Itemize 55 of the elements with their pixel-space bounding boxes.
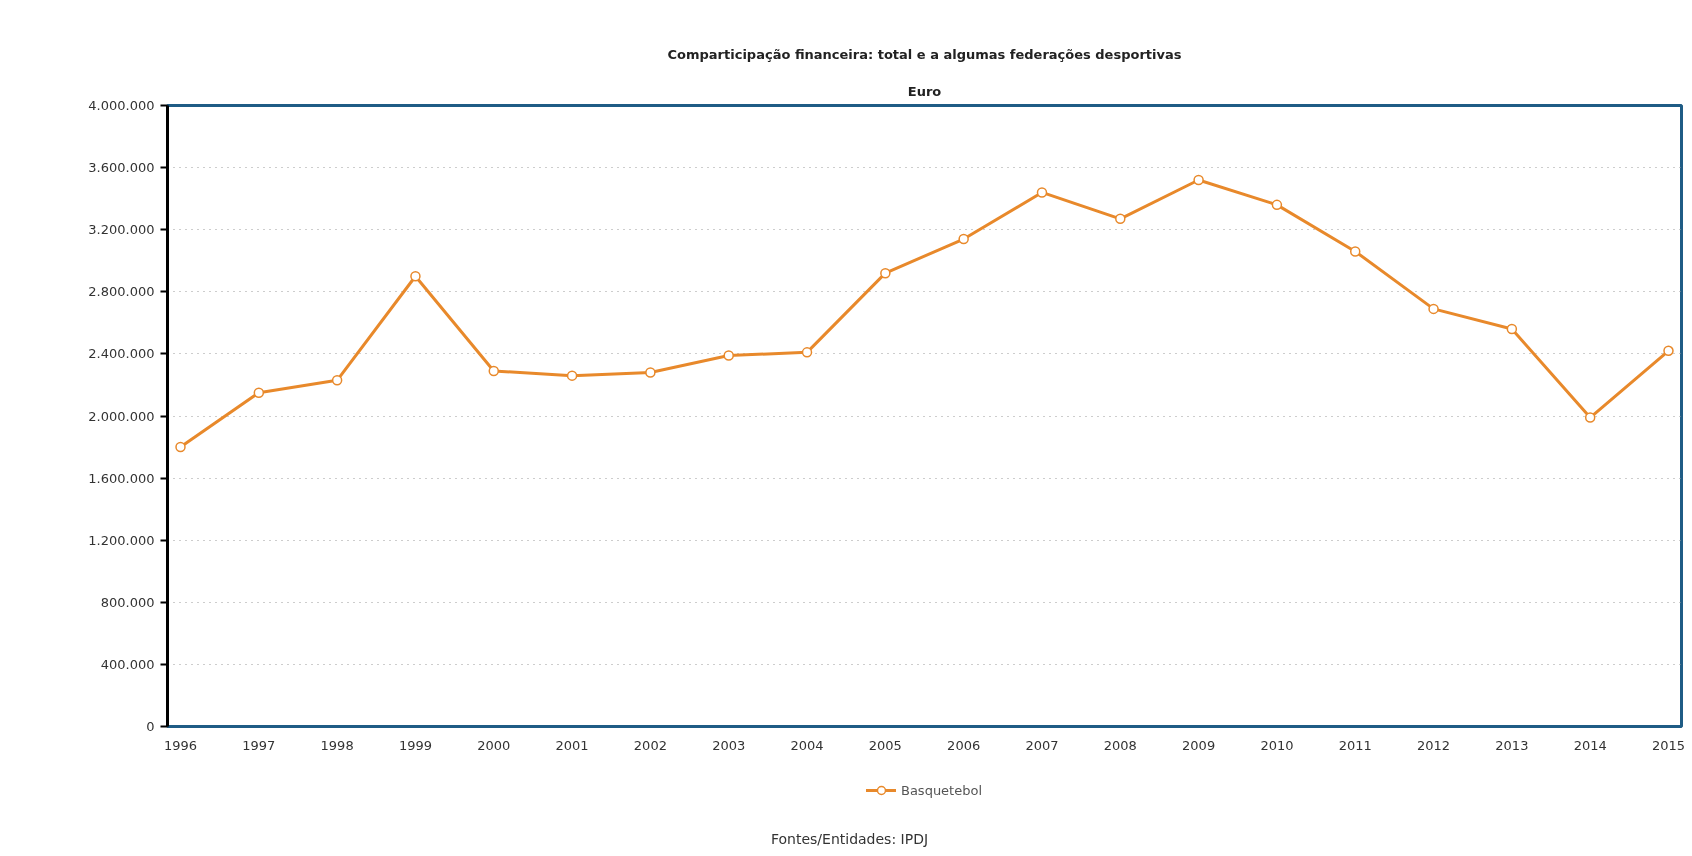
y-tick-label: 2.400.000 <box>88 346 155 362</box>
point <box>880 267 891 279</box>
y-tick-label: 4.000.000 <box>88 98 155 113</box>
x-tick-label: 2009 <box>1182 737 1216 753</box>
y-tick-label: 2.800.000 <box>88 284 155 300</box>
x-tick-label: 2003 <box>712 737 746 753</box>
chart-subtitle: Euro <box>907 83 942 99</box>
point <box>1506 323 1518 335</box>
point <box>645 367 656 378</box>
x-tick-label: 2012 <box>1417 737 1451 753</box>
point <box>410 271 421 282</box>
point <box>958 233 969 245</box>
y-tick-label: 3.200.000 <box>88 222 155 238</box>
point <box>566 370 578 381</box>
x-tick-label: 1996 <box>163 737 198 753</box>
point <box>723 350 734 361</box>
x-tick-label: 2001 <box>555 737 589 753</box>
point <box>1584 412 1596 423</box>
point <box>175 441 186 453</box>
point <box>1663 345 1674 357</box>
y-tick-label: 400.000 <box>100 656 155 672</box>
x-tick-label: 2006 <box>947 737 981 753</box>
chart-title: Comparticipação financeira: total e a algumas federações desportivas <box>667 46 1182 62</box>
point <box>1193 174 1204 186</box>
point <box>1428 303 1439 315</box>
point <box>488 365 500 377</box>
x-tick-label: 2013 <box>1495 737 1529 753</box>
point <box>801 347 813 358</box>
x-tick-label: 1998 <box>320 737 354 753</box>
y-tick-label: 800.000 <box>100 594 155 610</box>
y-tick-label: 0 <box>146 719 155 734</box>
x-tick-label: 2011 <box>1338 737 1372 753</box>
y-tick-label: 3.600.000 <box>88 160 155 176</box>
x-tick-label: 2008 <box>1103 737 1137 753</box>
point <box>1036 187 1048 198</box>
point <box>253 387 265 398</box>
y-tick-label: 1.200.000 <box>88 532 155 548</box>
legend-label: Basquetebol <box>900 782 983 798</box>
y-tick-label: 1.600.000 <box>88 470 155 486</box>
x-tick-label: 2004 <box>790 737 824 753</box>
point <box>1115 213 1126 225</box>
x-tick-label: 2000 <box>477 737 511 753</box>
text: Fontes/Entidades: IPDJ <box>770 830 929 849</box>
point <box>1349 246 1361 257</box>
x-tick-label: 2014 <box>1573 737 1607 753</box>
x-tick-label: 2002 <box>633 737 667 753</box>
point <box>1271 199 1283 211</box>
x-tick-label: 2010 <box>1260 737 1294 753</box>
x-tick-label: 2005 <box>868 737 902 753</box>
point <box>331 375 343 386</box>
x-tick-label: 2007 <box>1025 737 1059 753</box>
y-tick-label: 2.000.000 <box>88 408 155 424</box>
x-tick-label: 1997 <box>242 737 276 753</box>
x-tick-label: 2015 <box>1651 737 1686 753</box>
x-tick-label: 1999 <box>398 737 432 753</box>
